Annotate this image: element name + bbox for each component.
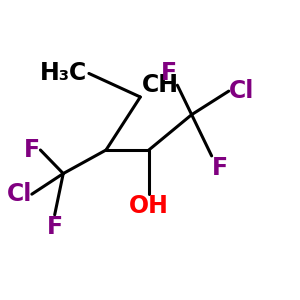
Text: H₃C: H₃C bbox=[40, 61, 88, 85]
Text: F: F bbox=[46, 215, 63, 239]
Text: Cl: Cl bbox=[7, 182, 32, 206]
Text: F: F bbox=[24, 138, 40, 162]
Text: OH: OH bbox=[129, 194, 169, 218]
Text: Cl: Cl bbox=[229, 79, 254, 103]
Text: CH: CH bbox=[142, 73, 179, 97]
Text: F: F bbox=[161, 61, 177, 85]
Text: F: F bbox=[212, 156, 228, 180]
